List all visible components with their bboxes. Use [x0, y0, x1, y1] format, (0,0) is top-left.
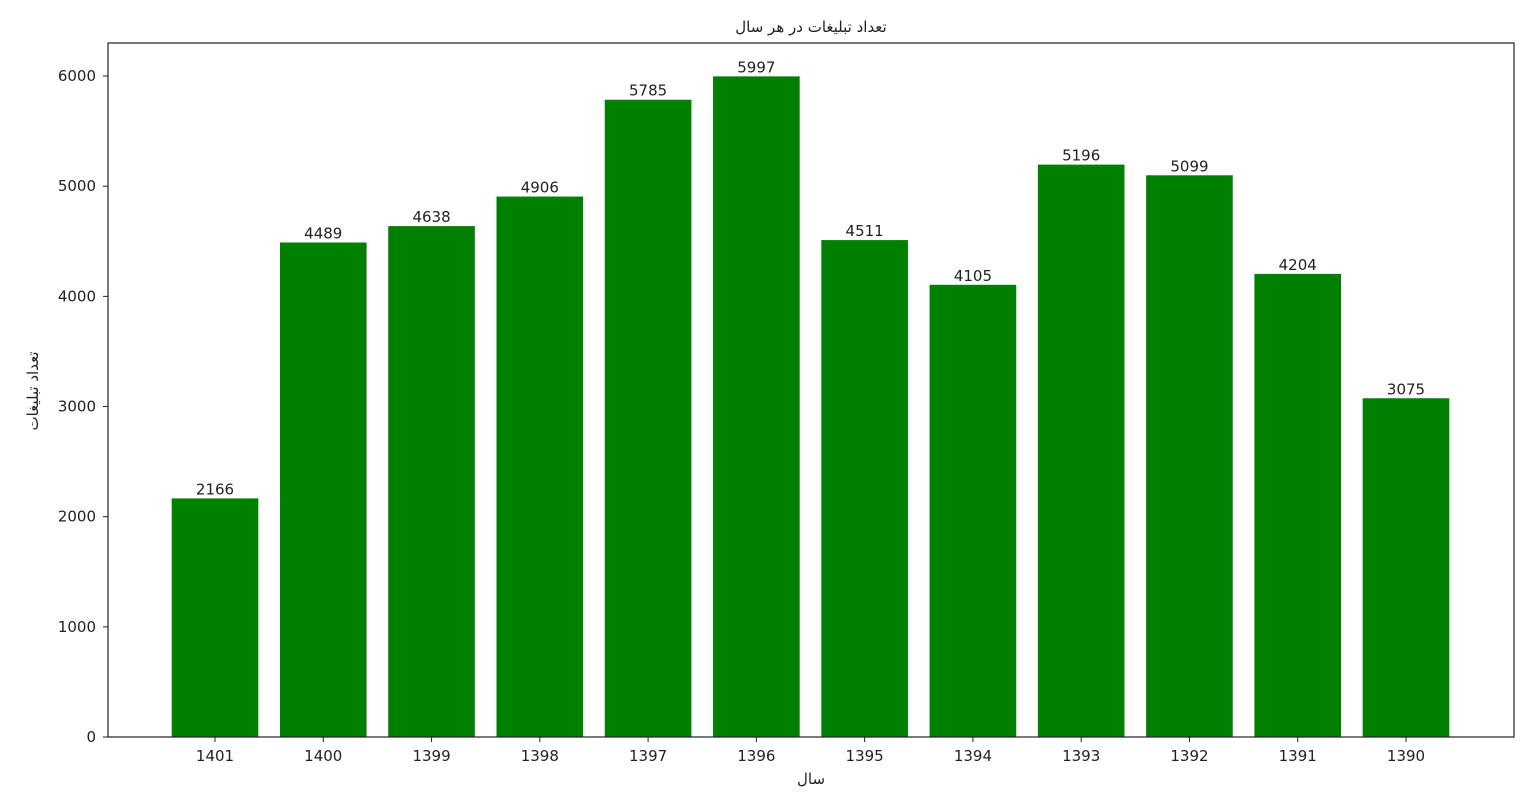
chart-title: تعداد تبلیغات در هر سال	[735, 18, 886, 36]
data-label-1396: 5997	[737, 58, 775, 76]
data-labels-group: 2166 4489 4638 4906 5785 5997 4511 4105 5196 5099…	[196, 58, 1425, 498]
x-tick-label-1397: 1397	[629, 747, 667, 765]
x-tick-label-1393: 1393	[1062, 747, 1100, 765]
data-label-1397: 5785	[629, 82, 667, 100]
y-tick-label-5000: 5000	[58, 177, 96, 195]
bar-1399	[388, 226, 475, 738]
x-tick-label-1396: 1396	[737, 747, 775, 765]
bar-1400	[279, 242, 367, 737]
y-tick-label-2000: 2000	[58, 508, 96, 526]
y-tick-label-6000: 6000	[58, 67, 96, 85]
bar-1396	[713, 76, 800, 737]
x-tick-label-1395: 1395	[846, 747, 884, 765]
bar-1394	[929, 284, 1017, 737]
x-tick-label-1390: 1390	[1387, 747, 1425, 765]
y-axis-ticks: 0 1000 2000 3000 4000 5000 6000	[58, 67, 108, 746]
x-axis-label: سال	[797, 770, 825, 788]
data-label-1391: 4204	[1279, 256, 1317, 274]
x-tick-label-1392: 1392	[1170, 747, 1208, 765]
bar-1401	[171, 498, 259, 737]
data-label-1393: 5196	[1062, 147, 1100, 165]
plot-area-frame	[107, 42, 1515, 738]
bar-1393	[1037, 164, 1125, 737]
bar-1392	[1146, 175, 1233, 737]
data-label-1390: 3075	[1387, 380, 1425, 398]
data-label-1398: 4906	[521, 179, 559, 197]
x-tick-label-1400: 1400	[304, 747, 342, 765]
bar-1398	[496, 196, 584, 737]
x-tick-label-1394: 1394	[954, 747, 992, 765]
bar-1397	[604, 99, 692, 737]
y-axis-label: تعداد تبلیغات	[24, 351, 42, 430]
bar-1390	[1362, 398, 1450, 737]
data-label-1399: 4638	[412, 208, 450, 226]
x-tick-label-1391: 1391	[1279, 747, 1317, 765]
x-tick-label-1401: 1401	[196, 747, 234, 765]
y-tick-label-1000: 1000	[58, 618, 96, 636]
data-label-1394: 4105	[954, 267, 992, 285]
x-tick-label-1398: 1398	[521, 747, 559, 765]
data-label-1400: 4489	[304, 224, 342, 242]
y-tick-label-0: 0	[86, 728, 96, 746]
y-tick-label-3000: 3000	[58, 398, 96, 416]
bars-group	[171, 76, 1450, 738]
data-label-1401: 2166	[196, 480, 234, 498]
bar-1395	[821, 240, 908, 737]
data-label-1392: 5099	[1170, 157, 1208, 175]
x-axis-ticks: 1401 1400 1399 1398 1397 1396 1395 1394 1393 1392…	[196, 737, 1425, 765]
y-tick-label-4000: 4000	[58, 287, 96, 305]
bar-1391	[1254, 273, 1342, 737]
x-tick-label-1399: 1399	[412, 747, 450, 765]
data-label-1395: 4511	[846, 222, 884, 240]
